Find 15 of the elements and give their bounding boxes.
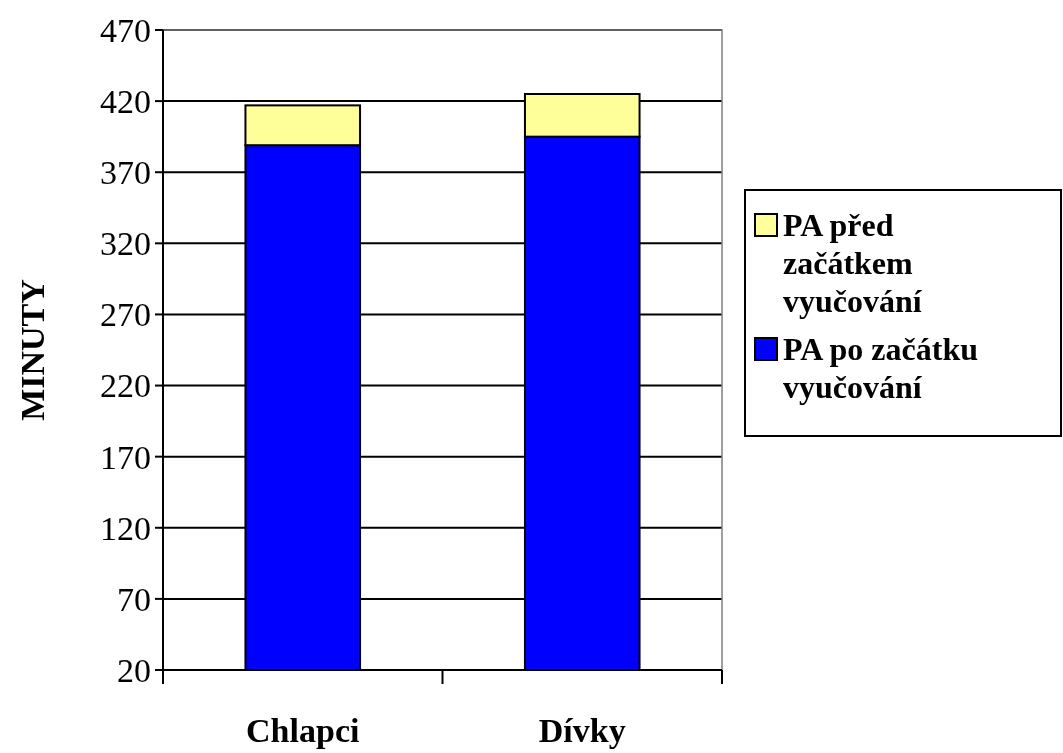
y-tick-label: 20 <box>117 651 151 689</box>
y-tick-label: 220 <box>100 367 151 405</box>
y-tick-label: 370 <box>100 154 151 192</box>
y-tick-label: 170 <box>100 438 151 476</box>
legend-label: PA před začátkem vyučování <box>783 207 923 319</box>
y-tick-label: 70 <box>117 580 151 618</box>
y-tick-label: 470 <box>100 11 151 49</box>
legend-label: PA po začátku vyučování <box>783 331 978 405</box>
y-tick-label: 120 <box>100 509 151 547</box>
y-axis-title: MINUTY <box>14 279 51 421</box>
y-tick-label: 420 <box>100 83 151 121</box>
x-tick-label: Chlapci <box>246 712 360 749</box>
x-tick-label: Dívky <box>538 712 626 749</box>
y-tick-label: 270 <box>100 296 151 334</box>
y-tick-label: 320 <box>100 225 151 263</box>
